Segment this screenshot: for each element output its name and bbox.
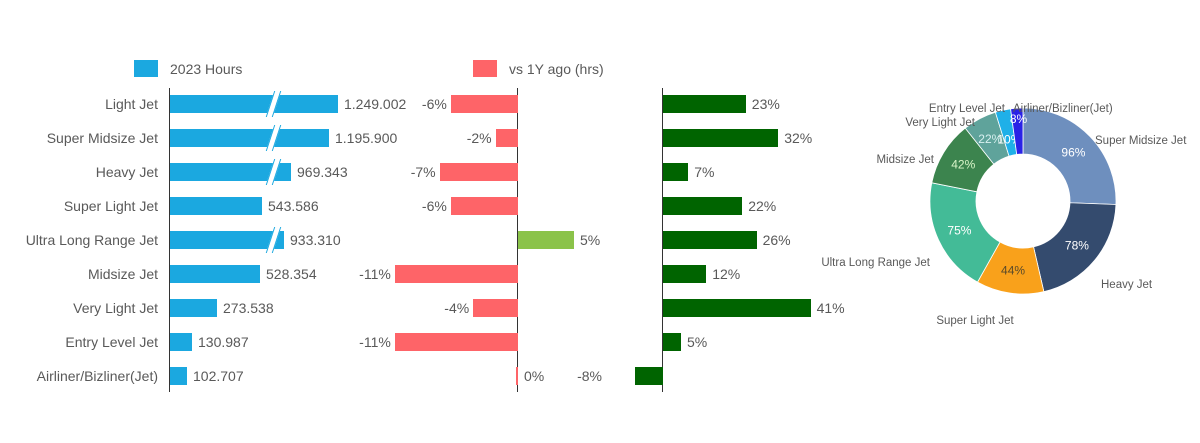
donut-category-label: Midsize Jet	[876, 154, 934, 166]
change-bar	[518, 231, 574, 249]
hours-value: 969.343	[297, 164, 348, 180]
growth-value: 7%	[694, 164, 715, 180]
hours-value: 1.249.002	[344, 96, 407, 112]
category-label: Heavy Jet	[95, 164, 158, 180]
category-label: Airliner/Bizliner(Jet)	[36, 368, 158, 384]
donut-value-label: 78%	[1065, 239, 1089, 253]
change-bar	[516, 367, 518, 385]
change-bar	[495, 129, 518, 147]
donut-segment	[1022, 107, 1117, 205]
change-value: -7%	[410, 164, 436, 180]
hours-bar	[170, 299, 217, 317]
legend-label-hours: 2023 Hours	[170, 60, 243, 77]
donut-value-label: 75%	[947, 223, 971, 237]
donut-category-label: Airliner/Bizliner(Jet)	[1013, 103, 1113, 115]
legend-vs-1y-ago: vs 1Y ago (hrs)	[473, 60, 604, 77]
hours-value: 130.987	[198, 334, 249, 350]
hours-value: 273.538	[223, 300, 274, 316]
growth-bar	[663, 163, 689, 181]
change-bar	[473, 299, 518, 317]
hours-bar	[170, 265, 260, 283]
donut-category-label: Heavy Jet	[1101, 279, 1153, 291]
growth-value: 41%	[816, 300, 845, 316]
donut-value-label: 8%	[1010, 112, 1028, 126]
donut-value-label: 44%	[1001, 263, 1025, 277]
change-value: -2%	[466, 130, 492, 146]
growth-bar	[663, 129, 779, 147]
growth-bar	[663, 299, 811, 317]
change-bar	[394, 333, 518, 351]
growth-axis	[662, 88, 663, 392]
donut-category-label: Entry Level Jet	[929, 103, 1006, 115]
donut-category-label: Ultra Long Range Jet	[821, 257, 930, 269]
legend-2023-hours: 2023 Hours	[134, 60, 242, 77]
legend-swatch-red	[473, 60, 497, 77]
change-value: -6%	[421, 96, 447, 112]
change-bar	[439, 163, 518, 181]
change-value: -11%	[359, 266, 391, 282]
change-value: -6%	[421, 198, 447, 214]
hours-value: 1.195.900	[335, 130, 398, 146]
donut-segment	[1010, 107, 1024, 155]
change-bar	[450, 197, 518, 215]
change-bar	[394, 265, 518, 283]
growth-value: 22%	[748, 198, 777, 214]
hours-bar	[170, 231, 284, 249]
hours-value: 102.707	[193, 368, 244, 384]
donut-value-label: 22%	[978, 132, 1002, 146]
category-label: Light Jet	[105, 96, 158, 112]
category-label: Super Midsize Jet	[46, 130, 158, 146]
donut-segment	[1033, 202, 1117, 293]
change-value: -11%	[359, 334, 391, 350]
growth-value: -8%	[577, 368, 602, 384]
growth-value: 32%	[784, 130, 813, 146]
category-label: Super Light Jet	[63, 198, 158, 214]
hours-bar	[170, 163, 291, 181]
growth-bar	[663, 95, 746, 113]
hours-bar	[170, 95, 338, 113]
hours-value: 528.354	[266, 266, 317, 282]
donut-category-label: Super Light Jet	[936, 315, 1014, 327]
growth-value: 26%	[762, 232, 791, 248]
hours-value: 543.586	[268, 198, 319, 214]
donut-value-label: 96%	[1061, 145, 1085, 159]
category-label: Ultra Long Range Jet	[25, 232, 158, 248]
hours-axis	[169, 88, 170, 392]
donut-category-label: Super Midsize Jet	[1095, 135, 1187, 147]
growth-bar	[635, 367, 663, 385]
change-axis	[517, 88, 518, 392]
donut-value-label: 42%	[951, 157, 975, 171]
hours-bar	[170, 367, 187, 385]
growth-bar	[663, 231, 757, 249]
legend-swatch-blue	[134, 60, 158, 77]
category-label: Entry Level Jet	[65, 334, 158, 350]
category-label: Very Light Jet	[73, 300, 158, 316]
growth-value: 12%	[712, 266, 741, 282]
growth-value: 23%	[751, 96, 780, 112]
legend-label-change: vs 1Y ago (hrs)	[509, 60, 604, 77]
donut-category-label: Very Light Jet	[905, 117, 975, 129]
change-bar	[450, 95, 518, 113]
growth-value: 5%	[687, 334, 708, 350]
growth-bar	[663, 333, 681, 351]
growth-bar	[663, 265, 707, 283]
hours-bar	[170, 129, 329, 147]
hours-value: 933.310	[290, 232, 341, 248]
category-label: Midsize Jet	[87, 266, 158, 282]
change-value: 0%	[524, 368, 545, 384]
hours-bar	[170, 197, 262, 215]
hours-bar	[170, 333, 192, 351]
change-value: 5%	[580, 232, 601, 248]
change-value: -4%	[444, 300, 470, 316]
growth-bar	[663, 197, 743, 215]
